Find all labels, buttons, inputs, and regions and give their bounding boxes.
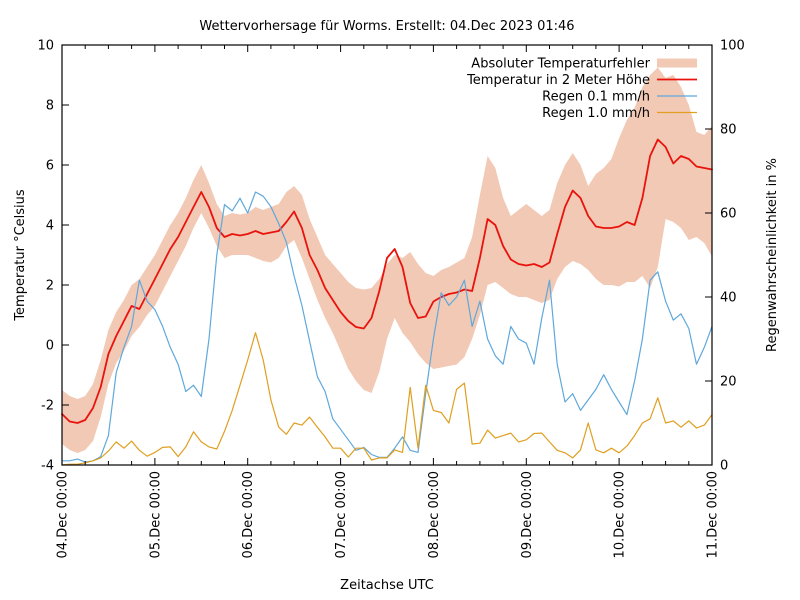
y-axis-ticks [62, 44, 712, 466]
y-left-tick-label: -4 [41, 459, 54, 474]
x-tick-label: 10.Dec 00:00 [613, 471, 628, 558]
legend-item-rain-10mm: Regen 1.0 mm/h [542, 106, 697, 121]
x-tick-label: 04.Dec 00:00 [56, 471, 71, 558]
rain-10mm-line [61, 332, 713, 466]
x-tick-label: 09.Dec 00:00 [520, 471, 535, 558]
y-left-tick-label: 0 [46, 339, 54, 354]
y-left-tick-label: 4 [46, 219, 54, 234]
x-tick-label: 08.Dec 00:00 [427, 471, 442, 558]
legend-item-temperature: Temperatur in 2 Meter Höhe [466, 73, 697, 88]
legend-item-error-band: Absoluter Temperaturfehler [471, 57, 697, 72]
y-left-tick-label: 2 [46, 279, 54, 294]
legend-label: Regen 1.0 mm/h [542, 106, 650, 121]
legend-label: Temperatur in 2 Meter Höhe [466, 73, 650, 88]
x-axis-ticks [61, 45, 713, 465]
legend-swatch-band [657, 58, 697, 68]
y-right-tick-label: 20 [720, 375, 737, 390]
x-tick-label: 05.Dec 00:00 [148, 471, 163, 558]
legend-item-rain-01mm: Regen 0.1 mm/h [542, 90, 697, 105]
error-band [62, 67, 712, 453]
y-right-tick-label: 80 [720, 123, 737, 138]
chart-title: Wettervorhersage für Worms. Erstellt: 04… [199, 19, 574, 34]
y-right-tick-label: 100 [720, 39, 745, 54]
y-left-tick-label: -2 [41, 399, 54, 414]
y-right-tick-label: 60 [720, 207, 737, 222]
legend-label: Regen 0.1 mm/h [542, 90, 650, 105]
y-left-axis-title: Temperatur °Celsius [13, 189, 28, 322]
x-tick-label: 06.Dec 00:00 [241, 471, 256, 558]
x-tick-label: 07.Dec 00:00 [334, 471, 349, 558]
legend-label: Absoluter Temperaturfehler [471, 57, 650, 72]
x-tick-label: 11.Dec 00:00 [706, 471, 721, 558]
y-right-tick-label: 40 [720, 291, 737, 306]
y-left-tick-label: 6 [46, 159, 54, 174]
y-right-tick-label: 0 [720, 459, 728, 474]
x-axis-title: Zeitachse UTC [340, 578, 434, 593]
y-left-tick-label: 10 [37, 39, 54, 54]
y-left-tick-label: 8 [46, 99, 54, 114]
y-right-axis-title: Regenwahrscheinlichkeit in % [765, 158, 780, 352]
temperature-line [61, 138, 713, 424]
